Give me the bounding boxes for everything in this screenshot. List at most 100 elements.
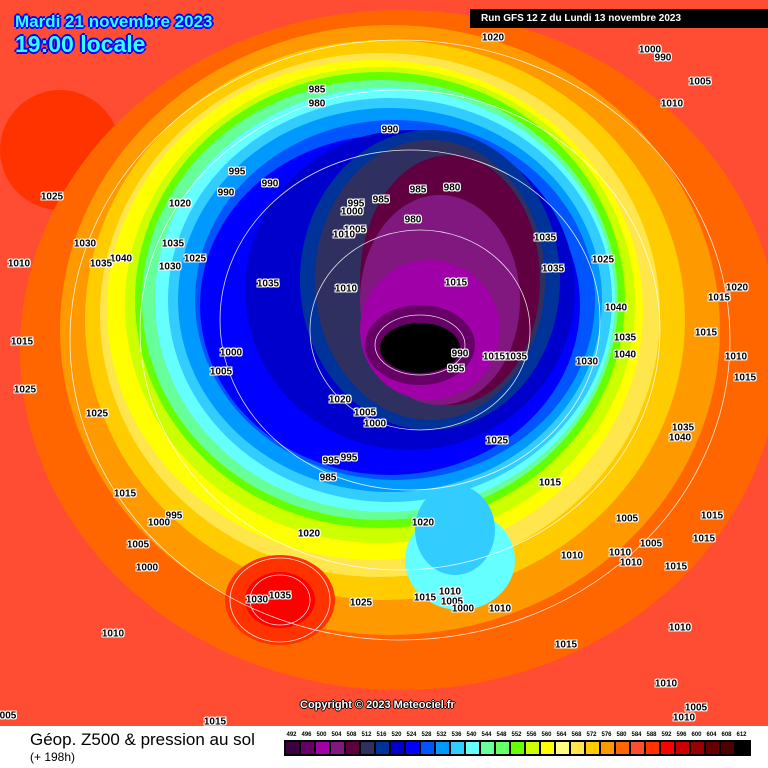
legend-tick: 504 (331, 732, 342, 738)
legend-tick: 512 (361, 732, 372, 738)
isobar-label: 1000 (219, 347, 243, 359)
isobar-label: 1035 (89, 258, 113, 270)
isobar-label: 1005 (440, 596, 464, 608)
time-suffix: locale (80, 31, 146, 57)
isobar-label: 985 (308, 84, 326, 96)
isobar-label: 1010 (7, 258, 31, 270)
isobar-label: 1030 (245, 594, 269, 606)
legend-tick: 540 (466, 732, 477, 738)
isobar-label: 995 (165, 510, 183, 522)
isobar-label: 985 (319, 472, 337, 484)
isobar-label: 1015 (700, 510, 724, 522)
isobar-label: 1015 (692, 533, 716, 545)
legend-swatch (495, 741, 510, 755)
isobar-label: 1035 (541, 263, 565, 275)
legend-tick: 612 (736, 732, 747, 738)
isobar-label: 1040 (604, 302, 628, 314)
legend-tick: 524 (406, 732, 417, 738)
isobar-label: 1020 (168, 198, 192, 210)
footer: Géop. Z500 & pression au sol (+ 198h) 49… (0, 726, 768, 768)
legend-tick: 576 (601, 732, 612, 738)
legend-swatch (330, 741, 345, 755)
isobar-label: 1000 (363, 418, 387, 430)
isobar-label: 1015 (554, 639, 578, 651)
legend-tick: 548 (496, 732, 507, 738)
isobar-label: 1005 (126, 539, 150, 551)
isobar-label: 985 (372, 194, 390, 206)
isobar-label: 1020 (328, 394, 352, 406)
legend-swatch (660, 741, 675, 755)
isobar-label: 1035 (533, 232, 557, 244)
legend-tick: 600 (691, 732, 702, 738)
isobar-label: 1025 (85, 408, 109, 420)
isobar-label: 1035 (613, 332, 637, 344)
legend-tick: 556 (526, 732, 537, 738)
isobar-label: 985 (409, 184, 427, 196)
isobar-label: 990 (381, 124, 399, 136)
legend-swatch (540, 741, 555, 755)
isobar-label: 1015 (413, 592, 437, 604)
legend-swatch (390, 741, 405, 755)
isobar-label: 1015 (733, 372, 757, 384)
legend-swatch (345, 741, 360, 755)
isobar-label: 1015 (10, 336, 34, 348)
isobar-label: 1025 (183, 253, 207, 265)
isobar-label: 995 (322, 455, 340, 467)
legend-swatch (570, 741, 585, 755)
time-value: 19:00 (15, 31, 74, 57)
legend-tick: 580 (616, 732, 627, 738)
isobar-label: 980 (308, 98, 326, 110)
forecast-date: Mardi 21 novembre 2023 (15, 12, 213, 31)
isobar-label: 1030 (158, 261, 182, 273)
legend-tick: 552 (511, 732, 522, 738)
legend-tick: 496 (301, 732, 312, 738)
isobar-label: 1010 (724, 351, 748, 363)
legend-ticks: 492 496 500 504 508 512 516 520 524 528 532 536 540 5… (284, 732, 751, 738)
isobar-label: 1010 (334, 283, 358, 295)
legend-swatch (285, 741, 300, 755)
legend-swatch (600, 741, 615, 755)
legend-swatch (510, 741, 525, 755)
legend-swatch (690, 741, 705, 755)
geopotential-map (0, 0, 768, 726)
isobar-label: 990 (217, 187, 235, 199)
isobar-label: 1035 (268, 590, 292, 602)
legend-swatch (465, 741, 480, 755)
isobar-label: 1035 (161, 238, 185, 250)
legend-tick: 536 (451, 732, 462, 738)
isobar-label: 1015 (707, 292, 731, 304)
isobar-label: 1000 (451, 603, 475, 615)
isobar-label: 1005 (615, 513, 639, 525)
isobar-label: 1005 (639, 538, 663, 550)
legend-tick: 596 (676, 732, 687, 738)
isobar-label: 1000 (340, 206, 364, 218)
legend-tick: 544 (481, 732, 492, 738)
legend-swatch (360, 741, 375, 755)
legend-tick: 560 (541, 732, 552, 738)
isobar-label: 1040 (613, 349, 637, 361)
isobar-label: 1040 (109, 253, 133, 265)
isobar-label: 1000 (638, 44, 662, 56)
isobar-label: 990 (654, 52, 672, 64)
isobar-label: 1015 (482, 351, 506, 363)
legend-tick: 508 (346, 732, 357, 738)
isobar-label: 1025 (485, 435, 509, 447)
run-info: Run GFS 12 Z du Lundi 13 novembre 2023 (470, 9, 768, 28)
isobar-label: 1025 (40, 191, 64, 203)
map-title: Géop. Z500 & pression au sol (30, 730, 255, 749)
legend-swatch (405, 741, 420, 755)
legend-tick: 528 (421, 732, 432, 738)
legend-tick: 492 (286, 732, 297, 738)
legend-tick: 608 (721, 732, 732, 738)
legend-swatch (645, 741, 660, 755)
isobar-label: 1030 (575, 356, 599, 368)
legend-swatch (435, 741, 450, 755)
legend-swatch (705, 741, 720, 755)
isobar-label: 995 (228, 166, 246, 178)
isobar-label: 980 (404, 214, 422, 226)
legend-swatch (720, 741, 735, 755)
isobar-label: 980 (443, 182, 461, 194)
legend-tick: 532 (436, 732, 447, 738)
isobar-label: 1040 (668, 432, 692, 444)
